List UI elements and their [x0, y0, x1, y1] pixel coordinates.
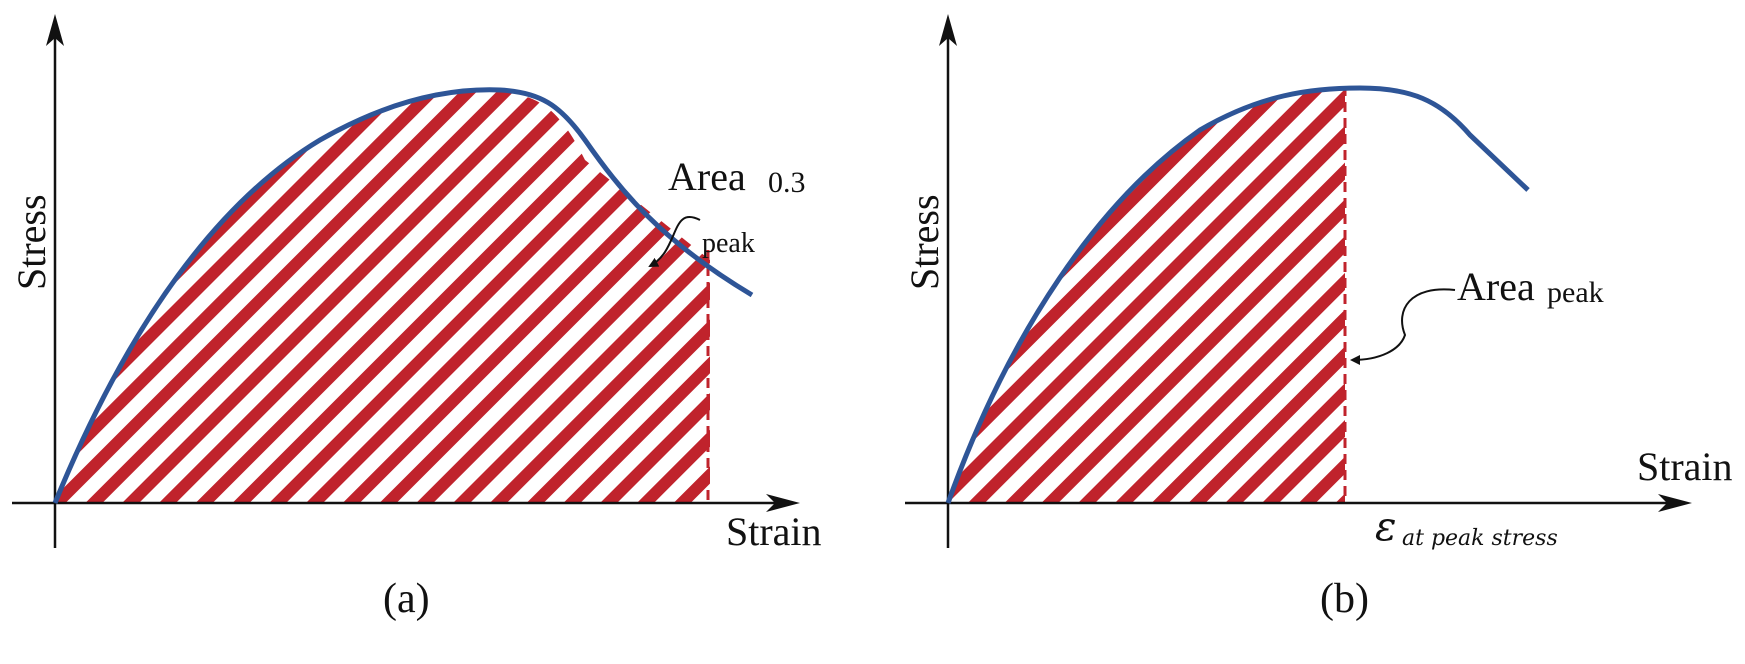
- area-label: Area: [1457, 264, 1535, 309]
- panel-b: Stress Strain Area peak ε at peak stress…: [902, 14, 1733, 622]
- panel-caption: (b): [1320, 576, 1369, 622]
- panel-caption: (a): [383, 576, 430, 622]
- x-axis-arrowhead: [1658, 494, 1692, 512]
- y-axis-label: Stress: [902, 194, 947, 290]
- x-axis-label: Strain: [1637, 444, 1733, 489]
- annotation-arrow: [1350, 288, 1456, 365]
- panel-a: Stress Strain Area 0.3 peak (a): [9, 14, 822, 622]
- hatched-area-0.3: [55, 91, 710, 503]
- annotation-arrow: [648, 216, 701, 267]
- area-label: Area: [668, 154, 746, 199]
- y-axis-arrowhead: [939, 14, 957, 46]
- epsilon-subscript: at peak stress: [1402, 526, 1558, 551]
- y-axis-label: Stress: [9, 194, 54, 290]
- epsilon-symbol: ε: [1375, 504, 1396, 550]
- stress-strain-curve: [945, 85, 1530, 504]
- x-axis-label: Strain: [726, 509, 822, 554]
- area-subscript: 0.3: [768, 166, 806, 199]
- area-subscript: peak: [1547, 276, 1604, 309]
- hatched-area-peak: [948, 88, 1345, 503]
- x-axis-arrowhead: [766, 494, 800, 512]
- y-axis-arrowhead: [46, 14, 64, 46]
- annotation-subscript: peak: [702, 228, 755, 259]
- stress-strain-curve: [52, 87, 754, 504]
